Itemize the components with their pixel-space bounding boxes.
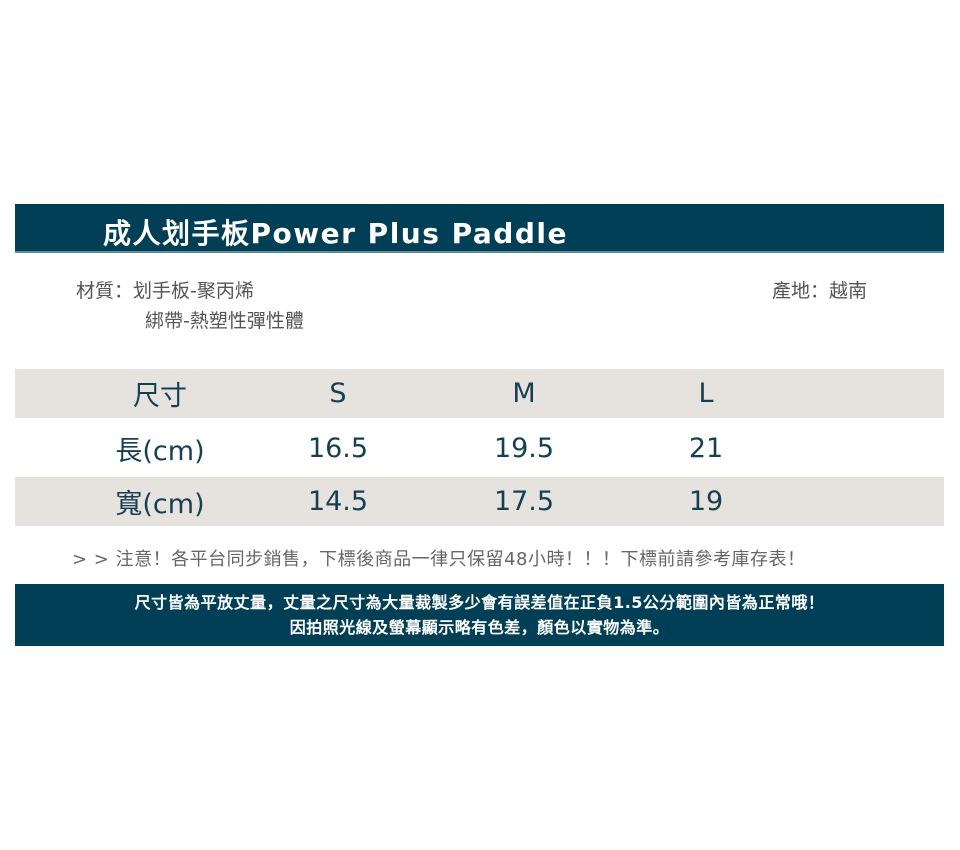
header-m: M [512,378,536,409]
header-s: S [329,378,347,409]
material-line-1: 材質：划手板-聚丙烯 [76,280,254,302]
footer-line-2: 因拍照光線及螢幕顯示略有色差，顏色以實物為準。 [289,618,670,637]
footer-line-1: 尺寸皆為平放丈量，丈量之尺寸為大量裁製多少會有誤差值在正負1.5公分範圍內皆為正… [134,593,825,612]
table-header-row: 尺寸 S M L [15,369,944,418]
header-l: L [698,378,714,409]
product-title: 成人划手板Power Plus Paddle [103,217,568,250]
origin: 產地：越南 [772,280,868,302]
table-row: 長(cm) 16.5 19.5 21 [15,419,944,477]
title-bar: 成人划手板Power Plus Paddle [15,204,944,253]
cell: 14.5 [307,486,369,517]
cell: 17.5 [493,486,555,517]
footer-note: 尺寸皆為平放丈量，丈量之尺寸為大量裁製多少會有誤差值在正負1.5公分範圍內皆為正… [15,584,944,646]
table-row: 寬(cm) 14.5 17.5 19 [15,477,944,526]
notice-text: > > 注意！各平台同步銷售，下標後商品一律只保留48小時！！！下標前請參考庫存… [72,549,806,570]
row-label: 長(cm) [115,435,205,467]
row-label: 寬(cm) [115,489,205,520]
cell: 16.5 [307,432,369,464]
cell: 19.5 [493,432,555,464]
material-line-2: 綁帶-熱塑性彈性體 [145,310,304,332]
header-size: 尺寸 [133,381,187,412]
cell: 21 [688,432,724,464]
cell: 19 [688,486,724,517]
